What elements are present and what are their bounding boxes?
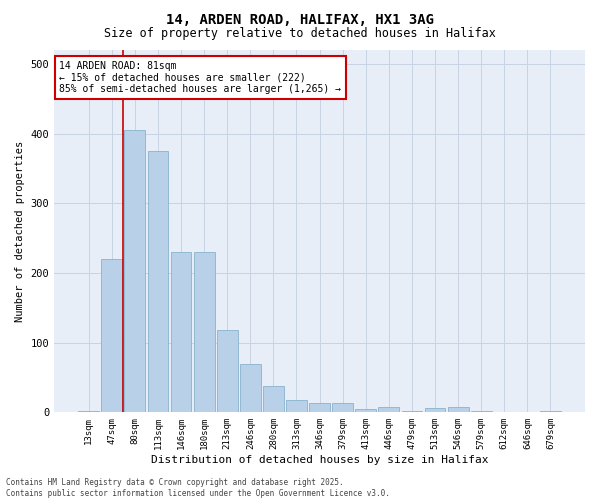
Bar — [540, 411, 561, 412]
Bar — [355, 409, 376, 412]
Bar — [425, 408, 445, 412]
Bar — [124, 130, 145, 412]
Bar — [148, 151, 169, 412]
Y-axis label: Number of detached properties: Number of detached properties — [15, 140, 25, 322]
Text: Contains HM Land Registry data © Crown copyright and database right 2025.
Contai: Contains HM Land Registry data © Crown c… — [6, 478, 390, 498]
Text: 14 ARDEN ROAD: 81sqm
← 15% of detached houses are smaller (222)
85% of semi-deta: 14 ARDEN ROAD: 81sqm ← 15% of detached h… — [59, 61, 341, 94]
Bar — [309, 402, 330, 412]
Bar — [194, 252, 215, 412]
Bar — [217, 330, 238, 412]
Bar — [78, 411, 99, 412]
Bar — [240, 364, 261, 412]
Bar — [101, 259, 122, 412]
Bar — [332, 404, 353, 412]
Bar — [401, 411, 422, 412]
Bar — [263, 386, 284, 412]
X-axis label: Distribution of detached houses by size in Halifax: Distribution of detached houses by size … — [151, 455, 488, 465]
Bar — [471, 411, 491, 412]
Bar — [286, 400, 307, 412]
Bar — [448, 407, 469, 412]
Bar — [379, 408, 399, 412]
Bar — [170, 252, 191, 412]
Text: 14, ARDEN ROAD, HALIFAX, HX1 3AG: 14, ARDEN ROAD, HALIFAX, HX1 3AG — [166, 12, 434, 26]
Text: Size of property relative to detached houses in Halifax: Size of property relative to detached ho… — [104, 28, 496, 40]
